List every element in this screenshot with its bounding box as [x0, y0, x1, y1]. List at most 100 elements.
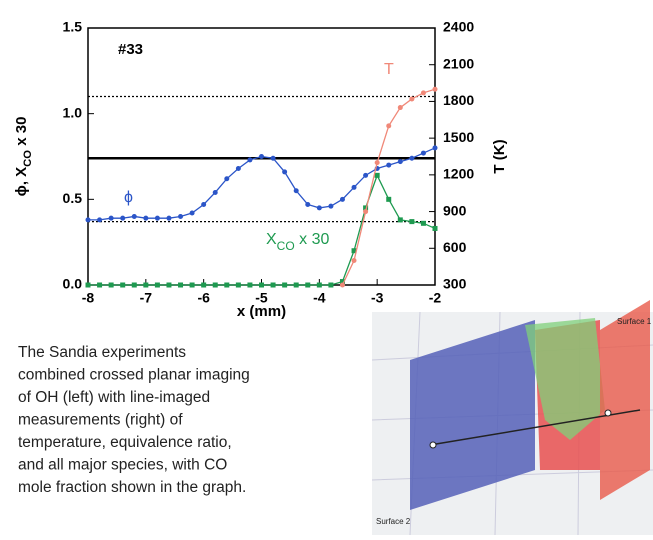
caption-line: of OH (left) with line-imaged — [18, 389, 210, 406]
point — [166, 282, 172, 288]
surface-1-right — [600, 300, 650, 500]
point — [235, 165, 241, 171]
point — [120, 282, 126, 288]
point — [432, 86, 438, 92]
point — [154, 282, 160, 288]
point — [339, 279, 345, 285]
caption-line: and all major species, with CO — [18, 457, 227, 474]
point — [363, 205, 369, 211]
x-tick-label: -5 — [255, 290, 268, 306]
point — [397, 159, 403, 165]
x-tick-label: -4 — [313, 290, 326, 306]
point — [259, 282, 264, 288]
point — [282, 282, 288, 288]
y2-tick-label: 2100 — [443, 55, 474, 71]
point — [305, 201, 311, 207]
label-part: x 30 — [295, 231, 330, 248]
point — [409, 96, 415, 102]
surface-2 — [410, 320, 535, 510]
point — [97, 217, 103, 223]
y2-axis-label: T (K) — [491, 139, 508, 173]
label-sub: CO — [22, 150, 34, 167]
surface-1-label: Surface 1 — [617, 317, 652, 326]
point — [108, 215, 114, 221]
point — [120, 215, 126, 221]
surface-2-label: Surface 2 — [376, 517, 411, 526]
point — [339, 282, 345, 288]
point — [420, 220, 426, 226]
point — [247, 282, 253, 288]
series-line — [88, 173, 436, 286]
caption-line: mole fraction shown in the graph. — [18, 479, 246, 496]
probe-point — [604, 409, 612, 417]
point — [363, 172, 369, 178]
point — [85, 282, 91, 288]
point — [108, 282, 114, 288]
y-tick-label: 1.0 — [63, 104, 83, 120]
label-part: X — [266, 231, 277, 248]
x-axis-label: x (mm) — [237, 303, 286, 320]
point — [131, 282, 137, 288]
caption-line: combined crossed planar imaging — [18, 367, 250, 384]
x-tick-label: -3 — [371, 290, 384, 306]
point — [131, 213, 137, 219]
point — [432, 225, 438, 231]
point — [374, 160, 380, 166]
point — [85, 217, 91, 223]
point — [351, 258, 357, 264]
point — [420, 90, 426, 96]
point — [178, 213, 184, 219]
point — [397, 105, 403, 111]
label-part: ϕ, X — [13, 167, 30, 197]
y-axis-label: ϕ, XCO x 30 — [13, 117, 34, 197]
point — [432, 145, 438, 151]
probe-line — [429, 409, 641, 446]
point — [224, 176, 230, 182]
surface-1 — [525, 318, 605, 440]
point — [351, 248, 357, 254]
point — [178, 282, 184, 288]
point — [316, 282, 322, 288]
point — [97, 282, 103, 288]
point — [293, 282, 299, 288]
point — [235, 282, 241, 288]
label-part: x 30 — [13, 117, 30, 150]
x-tick-label: -6 — [197, 290, 210, 306]
point — [328, 282, 334, 288]
point — [143, 282, 149, 288]
y-tick-label: 0.5 — [63, 190, 83, 206]
point — [270, 155, 276, 161]
x-tick-label: -7 — [140, 290, 153, 306]
y-tick-label: 1.5 — [63, 19, 83, 35]
caption-line: measurements (right) of — [18, 412, 183, 429]
point — [374, 172, 380, 178]
x-tick-label: -2 — [429, 290, 442, 306]
probe-point — [429, 441, 437, 449]
x-tick-label: -8 — [82, 290, 95, 306]
point — [397, 217, 403, 223]
run-label: #33 — [118, 41, 143, 58]
label-sub: CO — [277, 239, 295, 253]
point — [224, 282, 230, 288]
point — [409, 155, 415, 161]
point — [386, 123, 392, 129]
point — [189, 210, 195, 216]
y2-tick-label: 1200 — [443, 166, 474, 182]
xco-label: XCO x 30 — [266, 231, 329, 253]
point — [154, 215, 160, 221]
point — [351, 184, 357, 190]
point — [201, 282, 207, 288]
point — [212, 189, 218, 195]
y2-tick-label: 900 — [443, 202, 467, 218]
y2-tick-label: 1500 — [443, 129, 474, 145]
point — [201, 201, 207, 207]
y2-tick-label: 2400 — [443, 19, 474, 35]
point — [189, 282, 195, 288]
point — [420, 150, 426, 156]
point — [328, 203, 334, 209]
t-label: T — [384, 61, 394, 78]
point — [293, 188, 299, 194]
caption-line: The Sandia experiments — [18, 344, 186, 361]
point — [316, 205, 322, 211]
rendering: Surface 1 Surface 2 — [371, 300, 653, 536]
